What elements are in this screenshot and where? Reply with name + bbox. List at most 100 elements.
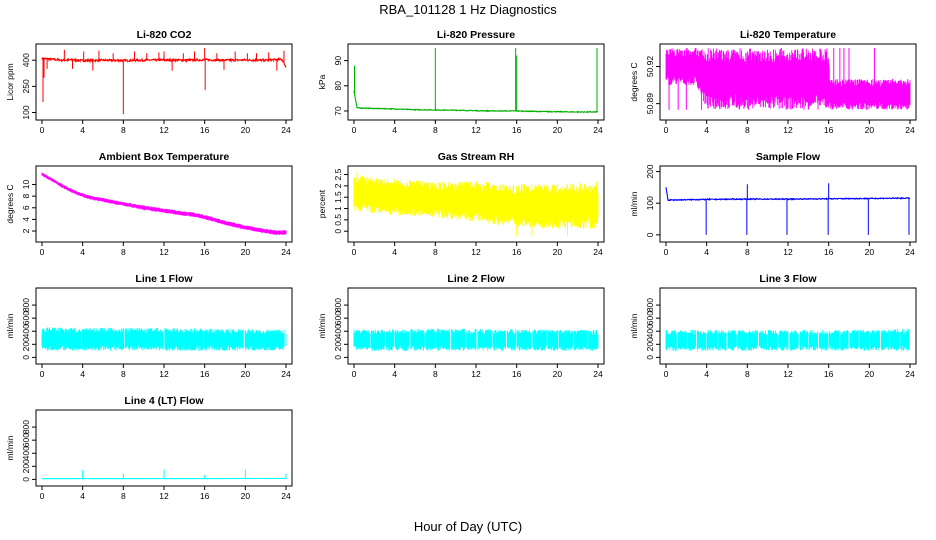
y-tick-label: 70 [333, 106, 343, 116]
y-tick-label: 100 [21, 105, 31, 119]
x-tick-label: 16 [512, 125, 522, 135]
series-trace [665, 183, 911, 235]
y-tick-label: 800 [21, 298, 31, 312]
x-tick-label: 8 [745, 247, 750, 257]
panel-title: Line 3 Flow [759, 273, 817, 285]
x-tick-label: 0 [352, 247, 357, 257]
x-tick-label: 16 [200, 247, 210, 257]
x-tick-label: 4 [80, 491, 85, 501]
x-tick-label: 16 [200, 369, 210, 379]
series-band [41, 172, 287, 235]
y-tick-label: 1 [333, 206, 343, 211]
panel-title: Li-820 Temperature [740, 29, 836, 41]
x-tick-label: 24 [281, 369, 291, 379]
x-tick-label: 12 [159, 247, 169, 257]
x-tick-label: 24 [593, 125, 603, 135]
panel-title: Sample Flow [756, 151, 821, 163]
y-tick-label: 1.5 [333, 191, 343, 203]
y-tick-label: 400 [645, 324, 655, 338]
x-tick-label: 24 [905, 125, 915, 135]
y-tick-label: 90 [333, 56, 343, 66]
x-tick-label: 4 [392, 125, 397, 135]
plot-frame [347, 287, 605, 365]
y-tick-label: 8 [21, 194, 31, 199]
x-tick-label: 0 [352, 369, 357, 379]
x-tick-label: 16 [824, 247, 834, 257]
y-tick-label: 250 [21, 79, 31, 93]
y-tick-label: 4 [21, 217, 31, 222]
x-tick-label: 20 [241, 491, 251, 501]
x-tick-label: 4 [704, 247, 709, 257]
figure-x-axis-label: Hour of Day (UTC) [414, 519, 522, 534]
y-axis-label: degrees C [629, 62, 639, 101]
plot-frame [659, 287, 917, 365]
y-tick-label: 10 [21, 180, 31, 190]
x-tick-label: 8 [433, 369, 438, 379]
x-tick-label: 16 [824, 125, 834, 135]
panel-title: Line 4 (LT) Flow [124, 395, 204, 407]
series-line [665, 187, 911, 202]
panel-title: Li-820 Pressure [437, 29, 515, 41]
y-tick-label: 0 [21, 355, 31, 360]
x-tick-label: 12 [471, 125, 481, 135]
series-line [41, 477, 287, 480]
x-tick-label: 4 [704, 125, 709, 135]
x-tick-label: 12 [159, 125, 169, 135]
chart-panel: Li-820 CO2 0 4 8 12 16 20 24 100 250 400 Licor ppm [5, 29, 293, 135]
x-tick-label: 4 [80, 369, 85, 379]
y-tick-label: 0 [333, 229, 343, 234]
x-tick-label: 24 [281, 247, 291, 257]
x-tick-label: 24 [281, 491, 291, 501]
x-tick-label: 0 [352, 125, 357, 135]
series-band [665, 48, 911, 110]
x-tick-label: 8 [121, 247, 126, 257]
y-tick-label: 0 [333, 355, 343, 360]
y-tick-label: 400 [333, 324, 343, 338]
x-tick-label: 4 [704, 369, 709, 379]
series-trace [665, 328, 910, 351]
y-axis-label: ml/min [629, 313, 639, 338]
series-trace [353, 48, 599, 114]
x-tick-label: 8 [433, 125, 438, 135]
series-band [353, 175, 599, 229]
y-tick-label: 600 [645, 311, 655, 325]
x-tick-label: 0 [664, 125, 669, 135]
series-band [665, 328, 910, 351]
x-tick-label: 20 [865, 247, 875, 257]
chart-panel: Gas Stream RH 0 4 8 12 16 20 24 0 0.5 1 1.5 2 2.5 perc… [317, 151, 605, 257]
chart-panel: Li-820 Pressure 0 4 8 12 16 20 24 70 80 90 kPa [317, 29, 605, 135]
x-tick-label: 0 [40, 247, 45, 257]
chart-panel: Line 4 (LT) Flow 0 4 8 12 16 20 24 0 200400600800… [5, 395, 293, 501]
y-tick-label: 0 [645, 232, 655, 237]
series-band [41, 327, 287, 351]
x-tick-label: 12 [783, 369, 793, 379]
series-trace [41, 469, 287, 480]
y-tick-label: 80 [333, 81, 343, 91]
y-tick-label: 800 [21, 420, 31, 434]
series-trace [665, 48, 911, 110]
x-tick-label: 8 [121, 369, 126, 379]
x-tick-label: 24 [905, 247, 915, 257]
y-axis-label: Licor ppm [5, 63, 15, 100]
y-tick-label: 800 [645, 298, 655, 312]
y-tick-label: 200 [21, 337, 31, 351]
x-tick-label: 0 [40, 491, 45, 501]
panel-title: Line 2 Flow [447, 273, 505, 285]
x-tick-label: 0 [40, 369, 45, 379]
x-tick-label: 8 [121, 491, 126, 501]
x-tick-label: 20 [553, 247, 563, 257]
y-tick-label: 50.89 [645, 93, 655, 115]
panel-title: Li-820 CO2 [137, 29, 192, 41]
x-tick-label: 0 [40, 125, 45, 135]
x-tick-label: 24 [281, 125, 291, 135]
x-tick-label: 4 [392, 369, 397, 379]
series-trace [353, 172, 599, 236]
y-tick-label: 2 [21, 228, 31, 233]
x-tick-label: 20 [553, 125, 563, 135]
x-tick-label: 12 [471, 247, 481, 257]
x-tick-label: 16 [512, 369, 522, 379]
plot-frame [35, 287, 293, 365]
y-tick-label: 2 [333, 183, 343, 188]
chart-panel: Li-820 Temperature 0 4 8 12 16 20 24 50.89 50.92 d… [629, 29, 917, 135]
x-tick-label: 24 [593, 247, 603, 257]
